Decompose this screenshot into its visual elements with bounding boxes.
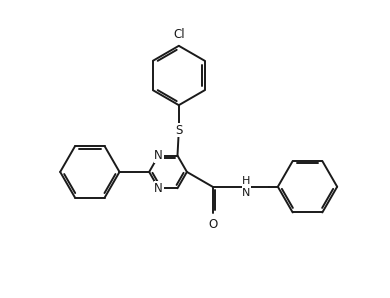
Text: H
N: H N: [242, 176, 251, 198]
Text: N: N: [154, 149, 163, 162]
Text: S: S: [175, 124, 183, 137]
Text: Cl: Cl: [173, 28, 184, 41]
Text: O: O: [208, 218, 217, 231]
Text: N: N: [154, 182, 163, 195]
